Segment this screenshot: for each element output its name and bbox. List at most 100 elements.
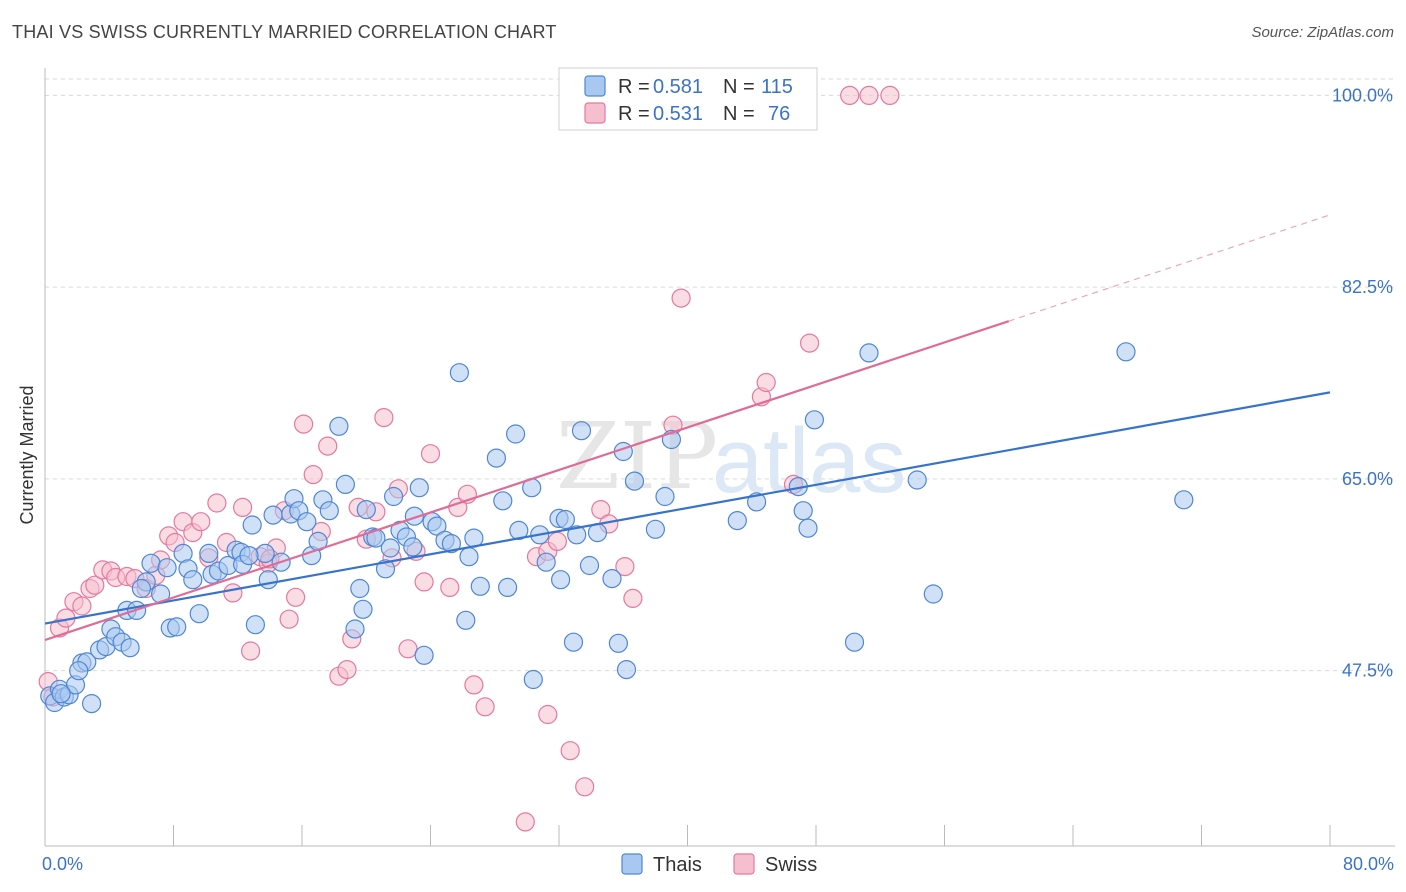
thais-point-85: [563, 632, 584, 652]
swiss-point-49: [420, 444, 441, 464]
thais-point-73: [486, 448, 506, 468]
thais-point-54: [366, 528, 386, 548]
swiss-trend-line: [44, 320, 1010, 642]
legend-swiss-n-label: N =: [723, 103, 755, 125]
swiss-point-58: [547, 531, 568, 552]
grid-lines: [45, 78, 1395, 672]
tick-labels: 47.5% 65.0% 82.5% 100.0% 0.0% 80.0%: [42, 85, 1394, 874]
thais-point-69: [456, 610, 476, 630]
y-tick-label-3: 100.0%: [1332, 85, 1393, 105]
bottom-legend-thais-swatch: [621, 853, 643, 875]
data-points: [38, 85, 1194, 832]
thais-point-109: [1174, 490, 1194, 510]
swiss-point-71: [799, 333, 820, 353]
thais-point-74: [493, 491, 513, 511]
thais-point-87: [571, 421, 592, 441]
thais-point-111: [157, 558, 177, 578]
thais-point-50: [350, 578, 370, 599]
thais-point-67: [441, 533, 461, 554]
thais-point-81: [536, 552, 556, 572]
thais-point-60: [403, 537, 423, 557]
thais-point-46: [319, 501, 339, 521]
thais-point-108: [1116, 342, 1136, 362]
swiss-point-69: [756, 372, 776, 393]
thais-point-18: [141, 553, 161, 573]
thais-point-61: [404, 506, 424, 526]
thais-point-86: [567, 525, 587, 545]
y-axis-label: Currently Married: [17, 385, 37, 524]
swiss-point-22: [207, 493, 227, 513]
thais-point-34: [245, 615, 265, 635]
x-tick-label-1: 80.0%: [1343, 854, 1394, 874]
thais-point-47: [329, 416, 349, 436]
thais-point-104: [844, 632, 865, 652]
swiss-point-60: [560, 741, 580, 761]
swiss-point-34: [303, 465, 323, 485]
legend-swiss-r-value: 0.531: [653, 103, 703, 125]
swiss-point-43: [374, 408, 394, 428]
swiss-point-50: [440, 577, 460, 598]
watermark-zip: ZIP: [556, 403, 718, 510]
thais-point-79: [523, 669, 543, 690]
thais-point-75: [498, 577, 518, 598]
bottom-legend-swiss-swatch: [733, 853, 755, 875]
y-tick-label-1: 65.0%: [1342, 469, 1393, 489]
swiss-point-55: [515, 812, 535, 832]
thais-point-90: [602, 568, 622, 589]
thais-point-96: [655, 486, 675, 507]
axes: [44, 68, 1395, 847]
thais-point-63: [414, 645, 434, 665]
chart-title: THAI VS SWISS CURRENTLY MARRIED CORRELAT…: [12, 22, 557, 42]
swiss-point-67: [671, 288, 691, 308]
y-tick-label-0: 47.5%: [1342, 661, 1393, 681]
thais-point-113: [51, 684, 71, 704]
trend-lines: [44, 214, 1331, 642]
thais-point-112: [69, 661, 89, 681]
thais-point-103: [804, 410, 825, 430]
thais-point-84: [550, 570, 571, 590]
watermark: ZIP atlas: [556, 403, 906, 512]
legend-swiss-swatch: [584, 102, 606, 124]
swiss-point-53: [464, 675, 484, 695]
x-tick-label-0: 0.0%: [42, 854, 83, 874]
thais-point-83: [555, 509, 576, 530]
thais-point-56: [380, 538, 400, 558]
thais-point-8: [81, 693, 102, 714]
swiss-trend-line-extension: [1008, 214, 1331, 322]
source-credit: Source: ZipAtlas.com: [1251, 24, 1394, 41]
thais-point-91: [608, 633, 629, 653]
bottom-legend-swiss-label: Swiss: [765, 854, 817, 876]
swiss-point-33: [294, 414, 314, 434]
swiss-point-5: [72, 596, 92, 616]
thais-point-114: [131, 578, 151, 599]
thais-point-14: [120, 638, 140, 658]
thais-point-70: [459, 547, 479, 567]
thais-point-105: [859, 343, 879, 363]
swiss-point-72: [840, 85, 860, 106]
legend-swiss-n-value: 76: [768, 103, 790, 125]
thais-point-37: [263, 505, 283, 525]
swiss-point-74: [880, 85, 900, 106]
thais-point-101: [793, 501, 813, 521]
thais-point-110: [239, 545, 259, 566]
swiss-point-7: [85, 575, 105, 595]
legend-thais-n-value: 115: [761, 76, 793, 98]
thais-point-76: [505, 424, 526, 444]
swiss-point-65: [623, 588, 643, 609]
swiss-point-20: [191, 512, 211, 532]
thais-point-55: [375, 559, 396, 579]
swiss-point-38: [337, 659, 357, 680]
swiss-point-36: [318, 436, 338, 456]
thais-point-65: [427, 516, 447, 536]
thais-trend-line: [44, 391, 1331, 625]
swiss-point-54: [475, 697, 495, 717]
swiss-point-25: [233, 497, 253, 517]
thais-point-25: [189, 604, 209, 624]
swiss-point-48: [414, 572, 434, 592]
swiss-point-59: [538, 704, 558, 725]
thais-point-106: [907, 470, 927, 490]
swiss-point-61: [575, 777, 595, 797]
thais-point-95: [645, 519, 666, 539]
swiss-point-26: [241, 641, 261, 661]
thais-point-36: [258, 570, 278, 590]
